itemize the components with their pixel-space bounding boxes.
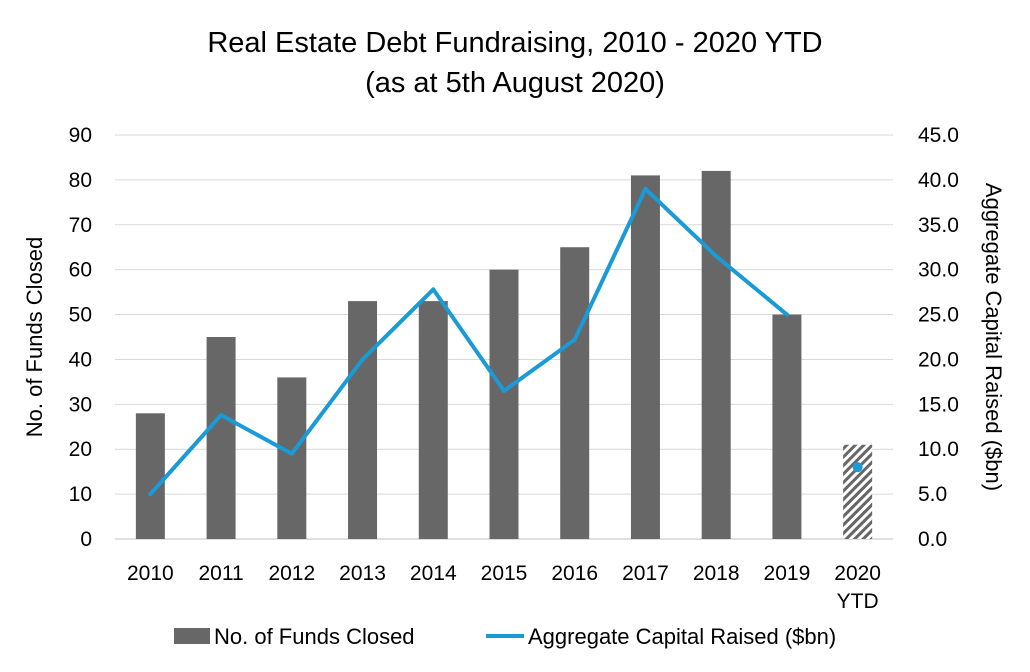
y2-tick-label: 30.0 — [918, 259, 959, 282]
left-axis-ticks: 0 10 20 30 40 50 60 70 80 90 — [69, 124, 92, 551]
x-tick-label: 2017 — [622, 562, 669, 585]
chart-subtitle: (as at 5th August 2020) — [365, 67, 665, 99]
legend-bar-label: No. of Funds Closed — [214, 624, 415, 649]
bar — [772, 314, 802, 539]
bar — [701, 170, 731, 539]
line-point — [714, 254, 719, 259]
y2-tick-label: 0.0 — [918, 528, 947, 551]
y2-tick-label: 45.0 — [918, 124, 959, 147]
y2-tick-label: 15.0 — [918, 393, 959, 416]
y2-tick-label: 40.0 — [918, 169, 959, 192]
bar — [560, 247, 590, 539]
line-point — [219, 413, 224, 418]
x-tick-label: 2020 YTD — [834, 562, 881, 613]
y2-tick-label: 25.0 — [918, 304, 959, 327]
bar-hatched — [843, 444, 873, 539]
y-tick-label: 80 — [69, 169, 92, 192]
line-point — [148, 492, 153, 497]
y-tick-label: 0 — [80, 528, 92, 551]
x-tick-label: 2019 — [764, 562, 811, 585]
x-axis-ticks: 2010 2011 2012 2013 2014 2015 2016 2017 2018 2019… — [127, 562, 881, 613]
y2-tick-label: 5.0 — [918, 483, 947, 506]
line-point — [572, 337, 577, 342]
line-point — [502, 388, 506, 393]
y-tick-label: 60 — [69, 259, 92, 282]
y-tick-label: 30 — [69, 393, 92, 416]
bar — [489, 269, 519, 539]
line-point-marker — [852, 462, 863, 473]
right-axis-ticks: 0.0 5.0 10.0 15.0 20.0 25.0 30.0 35.0 40.0 45.0 — [918, 124, 959, 551]
legend: No. of Funds Closed Aggregate Capital Ra… — [174, 624, 836, 649]
y-tick-label: 50 — [69, 304, 92, 327]
y-axis-label: No. of Funds Closed — [22, 237, 47, 438]
y-tick-label: 90 — [69, 124, 92, 147]
x-tick-label: 2016 — [551, 562, 598, 585]
legend-line-label: Aggregate Capital Raised ($bn) — [528, 624, 836, 649]
x-tick-label: 2014 — [410, 562, 457, 585]
x-tick-label: 2015 — [481, 562, 528, 585]
x-tick-label: 2012 — [268, 562, 315, 585]
bar — [277, 377, 307, 539]
y-tick-label: 20 — [69, 438, 92, 461]
bar — [206, 337, 236, 539]
y2-tick-label: 35.0 — [918, 214, 959, 237]
x-tick-label: 2010 — [127, 562, 174, 585]
y-tick-label: 70 — [69, 214, 92, 237]
y2-tick-label: 20.0 — [918, 348, 959, 371]
line-point — [360, 357, 365, 362]
line-series — [148, 186, 863, 497]
line-point — [289, 451, 294, 456]
y2-tick-label: 10.0 — [918, 438, 959, 461]
line-point — [643, 186, 648, 191]
bar — [135, 413, 165, 539]
bar — [418, 301, 448, 539]
y-tick-label: 10 — [69, 483, 92, 506]
line-point — [784, 312, 789, 317]
y2-axis-label: Aggregate Capital Raised ($bn) — [981, 183, 1006, 491]
x-tick-label: 2011 — [199, 562, 244, 585]
chart-title: Real Estate Debt Fundraising, 2010 - 202… — [207, 27, 822, 59]
x-tick-label: 2018 — [693, 562, 740, 585]
line-path — [148, 186, 789, 497]
bar — [630, 175, 660, 539]
bar-series — [135, 170, 873, 539]
line-point — [431, 287, 436, 292]
y-tick-label: 40 — [69, 348, 92, 371]
x-tick-label: 2013 — [339, 562, 386, 585]
legend-bar-swatch — [174, 628, 210, 644]
bar — [348, 301, 378, 539]
